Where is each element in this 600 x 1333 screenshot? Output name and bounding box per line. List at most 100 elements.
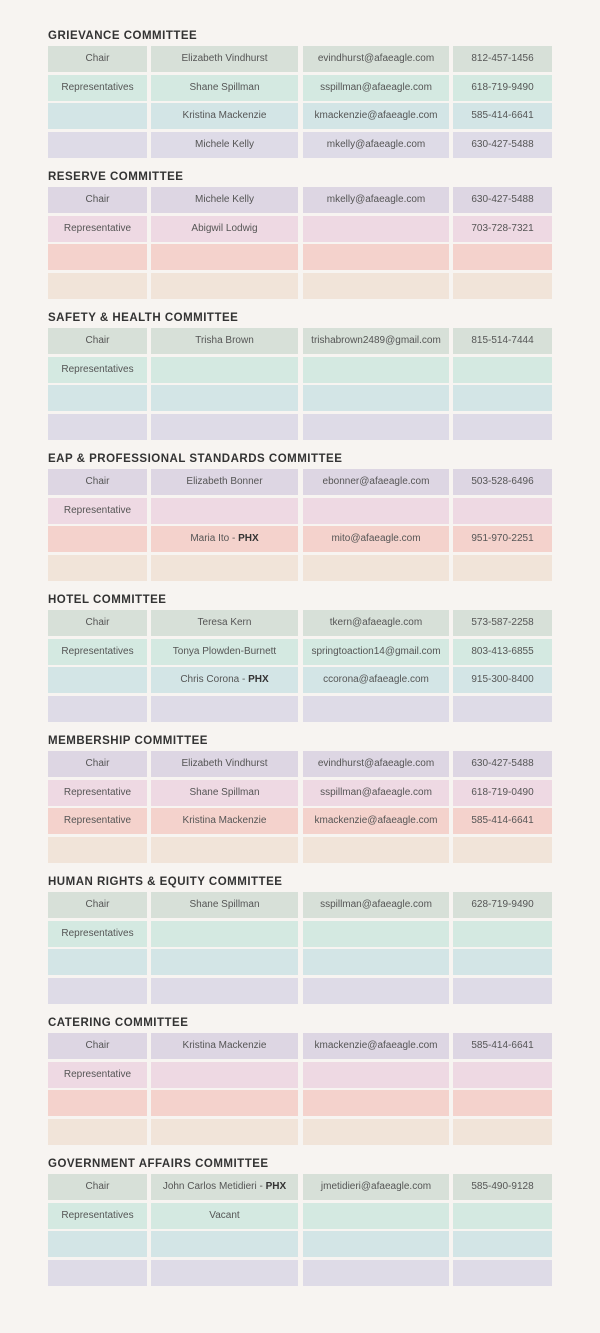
email-cell: [303, 1118, 449, 1145]
phone-cell: [453, 497, 552, 524]
table-row: Representatives: [0, 920, 600, 947]
name-cell: Kristina Mackenzie: [151, 808, 298, 834]
role-cell: Chair: [48, 1033, 147, 1059]
table-row: Representative Abigwil Lodwig 703-728-7321: [0, 215, 600, 242]
role-cell: Chair: [48, 610, 147, 636]
table-row: Kristina Mackenzie kmackenzie@afaeagle.co…: [0, 103, 600, 129]
name-cell: [151, 1090, 298, 1116]
committee-section: SAFETY & HEALTH COMMITTEE Chair Trisha Bro…: [0, 312, 600, 453]
role-cell: Representative: [48, 779, 147, 806]
email-cell: [303, 1061, 449, 1088]
email-cell: ebonner@afaeagle.com: [303, 469, 449, 495]
table-row: Representative: [0, 1061, 600, 1088]
phone-cell: [453, 554, 552, 581]
phone-cell: 585-414-6641: [453, 808, 552, 834]
committee-title: HUMAN RIGHTS & EQUITY COMMITTEE: [48, 876, 283, 888]
role-cell: Representative: [48, 1061, 147, 1088]
role-cell: [48, 836, 147, 863]
phone-cell: [453, 1259, 552, 1286]
phone-cell: [453, 413, 552, 440]
phone-cell: 915-300-8400: [453, 667, 552, 693]
role-cell: Representative: [48, 215, 147, 242]
phone-cell: [453, 1231, 552, 1257]
email-cell: evindhurst@afaeagle.com: [303, 751, 449, 777]
committee-title: RESERVE COMMITTEE: [48, 171, 184, 183]
phone-cell: [453, 1118, 552, 1145]
email-cell: [303, 356, 449, 383]
table-row: Michele Kelly mkelly@afaeagle.com 630-427-…: [0, 131, 600, 158]
role-cell: [48, 413, 147, 440]
committee-section: GOVERNMENT AFFAIRS COMMITTEE Chair John Ca…: [0, 1158, 600, 1299]
base-code: PHX: [238, 533, 259, 544]
table-row: [0, 1259, 600, 1286]
email-cell: sspillman@afaeagle.com: [303, 779, 449, 806]
committee-section: CATERING COMMITTEE Chair Kristina Mackenzi…: [0, 1017, 600, 1158]
name-cell: [151, 272, 298, 299]
phone-cell: 951-970-2251: [453, 526, 552, 552]
table-row: [0, 1231, 600, 1257]
phone-cell: 573-587-2258: [453, 610, 552, 636]
name-cell: Shane Spillman: [151, 74, 298, 101]
table-row: Chair Elizabeth Bonner ebonner@afaeagle.co…: [0, 469, 600, 495]
phone-cell: [453, 836, 552, 863]
phone-cell: 618-719-0490: [453, 779, 552, 806]
role-cell: Representatives: [48, 920, 147, 947]
name-cell: [151, 385, 298, 411]
name-cell: Michele Kelly: [151, 131, 298, 158]
name-cell: Elizabeth Vindhurst: [151, 46, 298, 72]
committee-title: GRIEVANCE COMMITTEE: [48, 30, 198, 42]
committee-section: MEMBERSHIP COMMITTEE Chair Elizabeth Vindh…: [0, 735, 600, 876]
email-cell: [303, 385, 449, 411]
table-row: Chair Teresa Kern tkern@afaeagle.com 573-58…: [0, 610, 600, 636]
committee-section: EAP & PROFESSIONAL STANDARDS COMMITTEE Ch…: [0, 453, 600, 594]
role-cell: Representatives: [48, 638, 147, 665]
name-cell: [151, 836, 298, 863]
phone-cell: 630-427-5488: [453, 751, 552, 777]
email-cell: [303, 1231, 449, 1257]
role-cell: [48, 695, 147, 722]
email-cell: [303, 695, 449, 722]
role-cell: Representative: [48, 497, 147, 524]
table-row: Representative Shane Spillman sspillman@af…: [0, 779, 600, 806]
role-cell: [48, 103, 147, 129]
email-cell: tkern@afaeagle.com: [303, 610, 449, 636]
email-cell: jmetidieri@afaeagle.com: [303, 1174, 449, 1200]
email-cell: [303, 272, 449, 299]
role-cell: Chair: [48, 328, 147, 354]
committee-title: CATERING COMMITTEE: [48, 1017, 189, 1029]
email-cell: [303, 920, 449, 947]
table-row: Representative: [0, 497, 600, 524]
name-cell: [151, 1061, 298, 1088]
email-cell: [303, 244, 449, 270]
role-cell: [48, 244, 147, 270]
phone-cell: [453, 244, 552, 270]
phone-cell: 630-427-5488: [453, 187, 552, 213]
phone-cell: [453, 977, 552, 1004]
table-row: [0, 272, 600, 299]
committee-section: RESERVE COMMITTEE Chair Michele Kelly mkell…: [0, 171, 600, 312]
role-cell: [48, 1231, 147, 1257]
email-cell: sspillman@afaeagle.com: [303, 892, 449, 918]
table-row: [0, 695, 600, 722]
email-cell: [303, 836, 449, 863]
name-cell: Michele Kelly: [151, 187, 298, 213]
phone-cell: 628-719-9490: [453, 892, 552, 918]
committee-title: MEMBERSHIP COMMITTEE: [48, 735, 208, 747]
member-name: Chris Corona -: [180, 674, 249, 685]
table-row: [0, 949, 600, 975]
role-cell: Representatives: [48, 74, 147, 101]
email-cell: sspillman@afaeagle.com: [303, 74, 449, 101]
email-cell: springtoaction14@gmail.com: [303, 638, 449, 665]
phone-cell: [453, 272, 552, 299]
phone-cell: 585-414-6641: [453, 103, 552, 129]
name-cell: Shane Spillman: [151, 779, 298, 806]
table-row: Representatives Vacant: [0, 1202, 600, 1229]
name-cell: Kristina Mackenzie: [151, 103, 298, 129]
table-row: [0, 1118, 600, 1145]
role-cell: Chair: [48, 46, 147, 72]
phone-cell: [453, 356, 552, 383]
phone-cell: [453, 1061, 552, 1088]
email-cell: [303, 949, 449, 975]
role-cell: [48, 667, 147, 693]
member-name: Maria Ito -: [190, 533, 239, 544]
